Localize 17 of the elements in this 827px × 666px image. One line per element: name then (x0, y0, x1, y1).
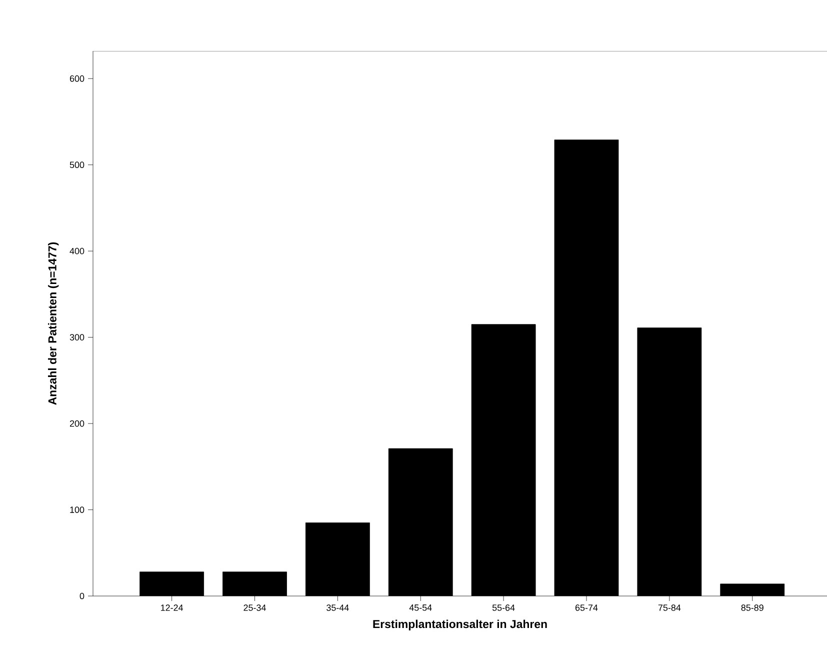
y-tick-label: 200 (70, 420, 84, 427)
x-tick-label: 25-34 (244, 604, 266, 611)
x-tick-label: 35-44 (326, 604, 349, 611)
y-tick-label: 500 (70, 162, 84, 168)
x-tick-label: 65-74 (575, 604, 598, 611)
x-axis-title: Erstimplantationsalter in Jahren (373, 620, 547, 630)
y-tick-label: 300 (70, 334, 84, 340)
x-tick-label: 75-84 (658, 604, 681, 611)
y-tick-label: 100 (70, 506, 84, 513)
y-tick-label: 0 (80, 592, 84, 600)
y-tick-label: 600 (70, 75, 84, 82)
x-tick-label: 45-54 (409, 604, 432, 611)
x-tick-label: 85-89 (741, 604, 764, 611)
x-tick-label: 12-24 (161, 604, 183, 611)
y-tick-label: 400 (70, 248, 84, 254)
x-tick-label: 55-64 (492, 604, 515, 611)
y-axis-title: Anzahl der Patienten (n=1477) (48, 242, 59, 405)
